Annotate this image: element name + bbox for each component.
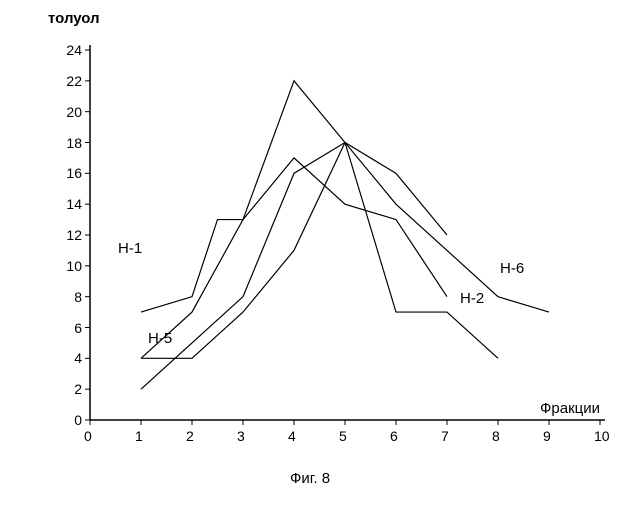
figure-caption: Фиг. 8 <box>290 470 330 487</box>
y-tick-label: 8 <box>74 289 82 305</box>
y-tick-label: 20 <box>66 104 82 120</box>
x-tick-label: 9 <box>543 428 551 444</box>
y-tick-label: 4 <box>74 350 82 366</box>
y-tick-label: 6 <box>74 320 82 336</box>
chart-svg <box>0 0 634 500</box>
series-label-H-5: Н-5 <box>148 330 172 347</box>
x-tick-label: 8 <box>492 428 500 444</box>
x-axis-label: Фракции <box>540 400 600 417</box>
y-tick-label: 24 <box>66 42 82 58</box>
line-chart: толуол Фракции Фиг. 8 024681012141618202… <box>0 0 634 500</box>
x-tick-label: 5 <box>339 428 347 444</box>
y-tick-label: 10 <box>66 258 82 274</box>
x-tick-label: 4 <box>288 428 296 444</box>
x-tick-label: 7 <box>441 428 449 444</box>
y-tick-label: 22 <box>66 73 82 89</box>
x-tick-label: 2 <box>186 428 194 444</box>
y-tick-label: 2 <box>74 381 82 397</box>
series-label-H-6: Н-6 <box>500 260 524 277</box>
y-tick-label: 18 <box>66 135 82 151</box>
x-tick-label: 1 <box>135 428 143 444</box>
x-tick-label: 6 <box>390 428 398 444</box>
y-tick-label: 12 <box>66 227 82 243</box>
y-tick-label: 16 <box>66 165 82 181</box>
y-axis-label: толуол <box>48 10 100 27</box>
x-tick-label: 3 <box>237 428 245 444</box>
series-line-H-5 <box>141 158 447 358</box>
x-tick-label: 10 <box>594 428 610 444</box>
series-label-H-2: Н-2 <box>460 290 484 307</box>
series-line-H-1 <box>141 81 498 359</box>
series-label-H-1: Н-1 <box>118 240 142 257</box>
y-tick-label: 14 <box>66 196 82 212</box>
x-tick-label: 0 <box>84 428 92 444</box>
y-tick-label: 0 <box>74 412 82 428</box>
